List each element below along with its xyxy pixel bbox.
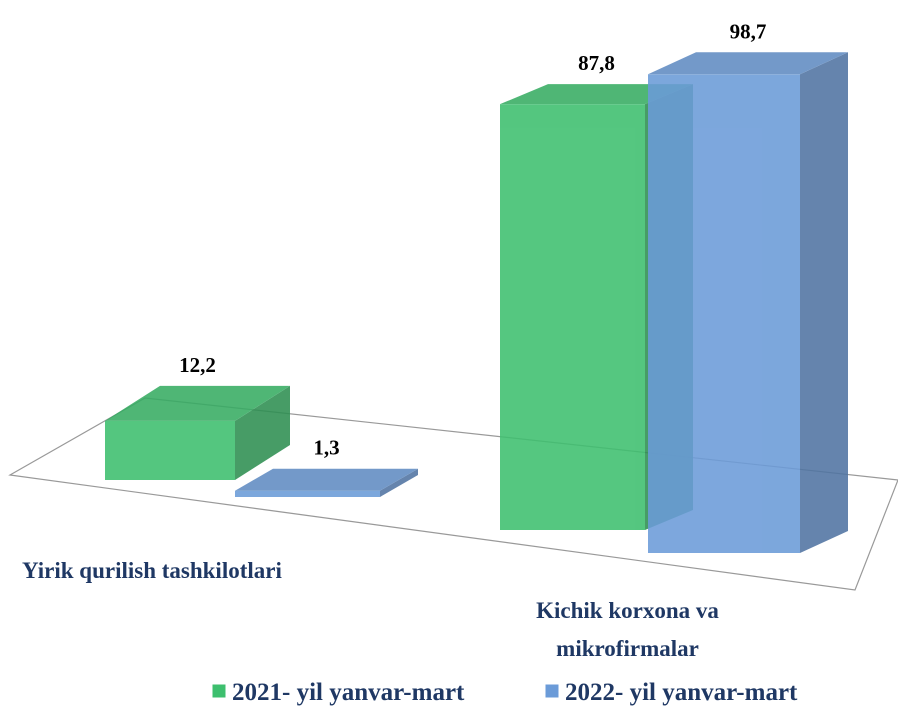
bar-side [800,52,848,554]
bar-front [648,74,800,554]
value-label: 1,3 [313,436,339,460]
legend-swatch [211,683,227,699]
bar-front [105,420,235,480]
bar-front [500,104,645,531]
floor [8,397,898,591]
value-label: 12,2 [179,353,216,377]
bar-top [235,468,418,491]
bar [235,468,418,497]
legend-swatch [544,683,560,699]
bar [648,52,848,554]
bar-front [235,490,380,497]
bar-top [105,385,290,421]
category-label: Yirik qurilish tashkilotlari [22,558,282,583]
category-label: Kichik korxona va mikrofirmalar [536,598,719,661]
bar-top [500,84,693,105]
value-label: 87,8 [578,51,615,75]
bar-side [380,468,418,497]
legend-label: 2021- yil yanvar-mart [232,679,465,706]
bar-side [235,385,290,480]
bar-top [648,52,848,75]
bar [105,385,290,480]
value-label: 98,7 [730,19,767,43]
legend-label: 2022- yil yanvar-mart [565,679,798,706]
